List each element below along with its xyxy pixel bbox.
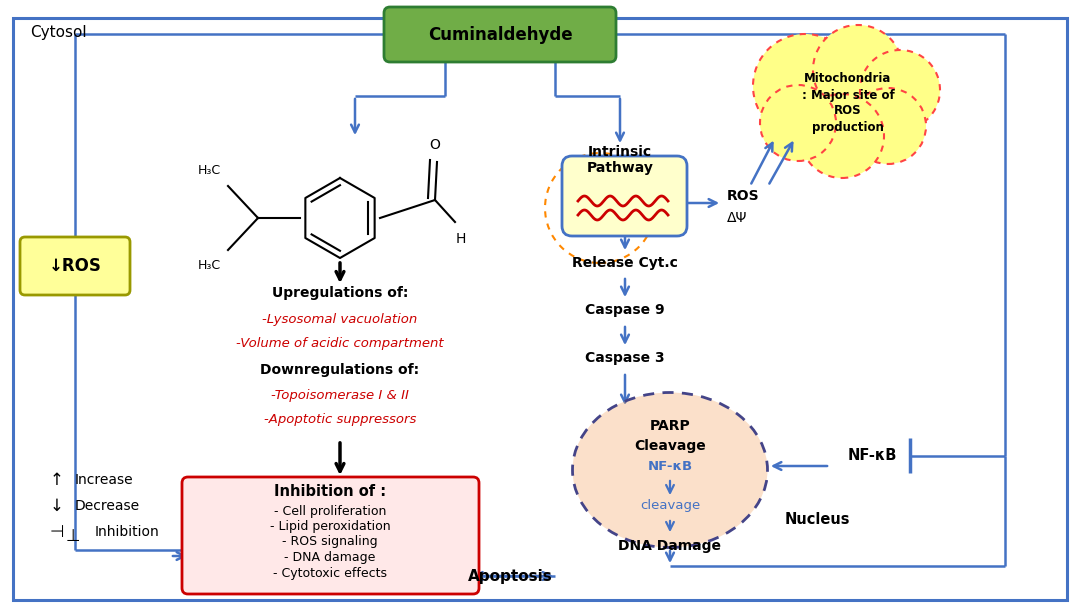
Text: - ROS signaling: - ROS signaling (282, 536, 378, 548)
FancyBboxPatch shape (384, 7, 616, 62)
FancyBboxPatch shape (183, 477, 480, 594)
Text: - Cell proliferation: - Cell proliferation (274, 505, 387, 517)
Text: NF-κB: NF-κB (647, 460, 692, 472)
Text: Intrinsic
Pathway: Intrinsic Pathway (586, 145, 653, 175)
Text: NF-κB: NF-κB (848, 449, 896, 463)
Text: Cleavage: Cleavage (634, 439, 706, 453)
Text: PARP: PARP (650, 419, 690, 433)
Text: ΔΨ: ΔΨ (727, 211, 747, 225)
Circle shape (850, 88, 926, 164)
Text: Cytosol: Cytosol (30, 26, 86, 41)
Text: - DNA damage: - DNA damage (284, 551, 376, 564)
Text: Increase: Increase (75, 473, 134, 487)
Circle shape (800, 94, 885, 178)
Text: - Lipid peroxidation: - Lipid peroxidation (270, 520, 390, 533)
Text: -Topoisomerase I & II: -Topoisomerase I & II (271, 390, 409, 402)
Text: ROS: ROS (727, 189, 759, 203)
Ellipse shape (572, 393, 768, 547)
FancyBboxPatch shape (562, 156, 687, 236)
Text: - Cytotoxic effects: - Cytotoxic effects (273, 567, 387, 579)
Text: Apoptosis: Apoptosis (468, 568, 552, 584)
Circle shape (760, 85, 836, 161)
Circle shape (813, 25, 903, 115)
Text: cleavage: cleavage (639, 500, 700, 513)
FancyBboxPatch shape (21, 237, 130, 295)
Circle shape (860, 50, 940, 130)
Text: Inhibition: Inhibition (95, 525, 160, 539)
Text: DNA Damage: DNA Damage (619, 539, 721, 553)
Text: Inhibition of :: Inhibition of : (274, 483, 386, 499)
Text: Decrease: Decrease (75, 499, 140, 513)
Text: Upregulations of:: Upregulations of: (272, 286, 408, 300)
Text: -Apoptotic suppressors: -Apoptotic suppressors (264, 413, 416, 426)
Text: -Volume of acidic compartment: -Volume of acidic compartment (237, 336, 444, 350)
Text: Caspase 9: Caspase 9 (585, 303, 665, 317)
Text: -Lysosomal vacuolation: -Lysosomal vacuolation (262, 314, 418, 326)
Text: ↓ROS: ↓ROS (49, 257, 102, 275)
Text: H₃C: H₃C (198, 259, 221, 272)
Text: ↑: ↑ (50, 471, 64, 489)
Text: ⊣: ⊣ (50, 523, 65, 541)
Text: Caspase 3: Caspase 3 (585, 351, 665, 365)
Text: H: H (456, 232, 467, 246)
Text: H₃C: H₃C (198, 164, 221, 177)
Text: Cuminaldehyde: Cuminaldehyde (428, 26, 572, 44)
Text: ↓: ↓ (50, 497, 64, 515)
Circle shape (753, 34, 858, 138)
Text: Mitochondria
: Major site of
ROS
production: Mitochondria : Major site of ROS product… (801, 72, 894, 134)
Text: ⊥: ⊥ (66, 527, 81, 545)
Text: Nucleus: Nucleus (785, 513, 851, 528)
Text: O: O (430, 138, 441, 152)
Text: Release Cyt.c: Release Cyt.c (572, 256, 678, 270)
Text: Downregulations of:: Downregulations of: (260, 363, 419, 377)
